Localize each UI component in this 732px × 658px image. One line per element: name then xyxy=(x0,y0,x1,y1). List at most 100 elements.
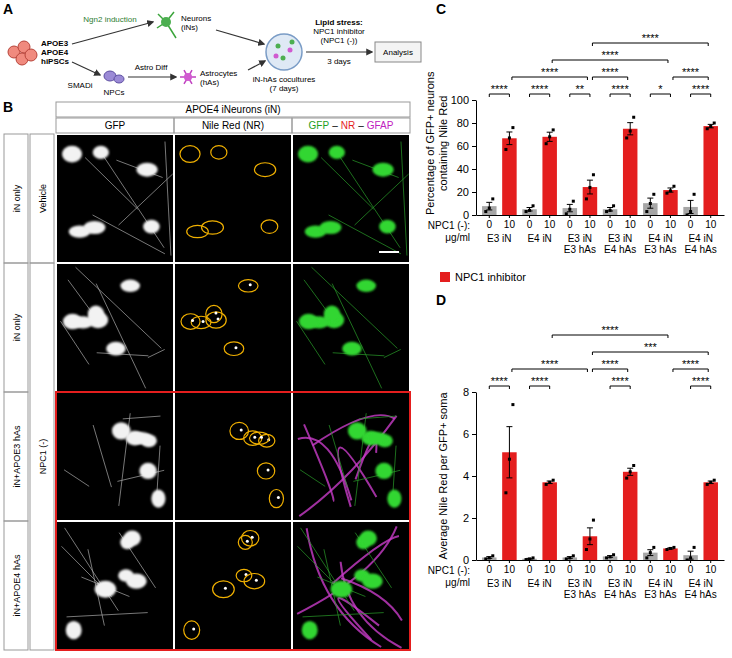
lipid-droplet xyxy=(246,540,249,543)
data-point xyxy=(612,553,615,556)
bar xyxy=(623,129,637,215)
soma-outline xyxy=(254,163,275,177)
y-tick: 100 xyxy=(451,94,476,106)
soma-outline xyxy=(180,146,200,163)
dish-cell xyxy=(276,44,281,49)
dish xyxy=(266,34,302,70)
lipid-droplet xyxy=(267,468,270,471)
group-label: E3 iNE3 hAs xyxy=(564,578,596,600)
arrow xyxy=(128,76,176,77)
tile-background xyxy=(57,264,173,391)
group-label: E4 iNE3 hAs xyxy=(644,578,676,600)
x-tick-mark xyxy=(569,560,570,563)
soma-outline xyxy=(238,280,258,292)
legend-label: NPC1 inhibitor xyxy=(455,271,526,283)
data-point xyxy=(588,538,591,541)
neurite xyxy=(116,160,162,177)
row-label-box xyxy=(4,134,28,263)
data-point xyxy=(545,142,548,145)
y-tick-label: 20 xyxy=(457,186,469,198)
row-label-box xyxy=(4,392,28,521)
data-point xyxy=(545,483,548,486)
tile-background xyxy=(175,522,291,649)
tile-background xyxy=(293,393,409,520)
group-label-line: E4 iN xyxy=(527,578,551,589)
neurite xyxy=(93,425,111,487)
soma xyxy=(356,280,376,292)
group-label-line: E3 iN xyxy=(568,578,592,589)
error-bar xyxy=(587,528,593,545)
soma xyxy=(63,314,82,330)
x-tick: 0 xyxy=(487,560,493,575)
significance-label: **** xyxy=(531,375,549,387)
x-tick-mark xyxy=(509,215,510,218)
data-point xyxy=(491,554,494,557)
y-tick-mark xyxy=(472,215,476,216)
bar xyxy=(703,126,717,215)
neurite xyxy=(300,470,325,487)
x-tick: 10 xyxy=(584,215,596,230)
data-point xyxy=(669,189,672,192)
group-label-line: E3 iN xyxy=(487,233,511,244)
neurite xyxy=(384,349,401,357)
tile-background xyxy=(57,522,173,649)
significance-label: **** xyxy=(491,83,509,95)
panel-a: AAPOE3APOE4hiPSCsNgn2 inductionNeurons(i… xyxy=(3,1,421,97)
condition-box xyxy=(30,134,54,263)
coculture-label: iN-hAs cocultures xyxy=(253,75,316,84)
group-label-line: E3 iN xyxy=(608,233,632,244)
y-axis-line xyxy=(476,101,477,216)
soma-outline xyxy=(250,432,270,444)
panel-letter: A xyxy=(3,1,13,17)
row-label: iN only xyxy=(12,184,22,212)
data-point xyxy=(588,186,591,189)
group-label: E4 iN xyxy=(527,233,551,244)
bar xyxy=(583,536,597,560)
data-point xyxy=(528,557,531,560)
image-tile xyxy=(175,522,291,649)
x-tick-mark xyxy=(710,215,711,218)
data-point xyxy=(504,491,507,494)
group-label-line: E3 hAs xyxy=(644,589,676,600)
data-point xyxy=(565,212,568,215)
y-tick-mark xyxy=(472,434,476,435)
x-tick-mark xyxy=(489,215,490,218)
hipsc-label: hiPSCs xyxy=(41,57,70,66)
x-tick: 0 xyxy=(567,215,573,230)
data-point xyxy=(689,556,692,559)
soma xyxy=(302,621,318,639)
error-bar xyxy=(688,551,694,559)
y-tick-label: 8 xyxy=(463,386,469,398)
lipid-label: NPC1 inhibitor xyxy=(313,27,365,36)
x-tick-mark xyxy=(670,560,671,563)
bar xyxy=(522,209,536,215)
bar xyxy=(623,472,637,560)
x-axis-line xyxy=(477,215,725,216)
error-bar xyxy=(627,123,633,135)
x-axis-line xyxy=(477,560,725,561)
soma xyxy=(329,146,345,159)
neurite xyxy=(76,267,162,348)
neurite xyxy=(359,416,397,419)
bar xyxy=(542,482,556,560)
x-tick-label: 10 xyxy=(584,219,596,230)
npc-icon xyxy=(114,75,124,83)
soma-outline xyxy=(261,220,278,234)
data-point xyxy=(629,130,632,133)
data-point xyxy=(669,547,672,550)
significance-label: **** xyxy=(531,83,549,95)
data-point xyxy=(652,546,655,549)
error-bar xyxy=(506,427,512,478)
x-tick-label: 10 xyxy=(665,564,677,575)
x-tick-label: 10 xyxy=(544,219,556,230)
data-point xyxy=(528,209,531,212)
soma-outline xyxy=(184,621,200,639)
lipid-droplet xyxy=(277,496,280,499)
x-tick-mark xyxy=(529,215,530,218)
x-tick: 0 xyxy=(648,215,654,230)
x-tick-mark xyxy=(690,560,691,563)
soma xyxy=(84,221,106,234)
soma xyxy=(368,432,388,444)
npcs-label: NPCs xyxy=(104,88,125,97)
column-head-part: – xyxy=(332,120,338,131)
